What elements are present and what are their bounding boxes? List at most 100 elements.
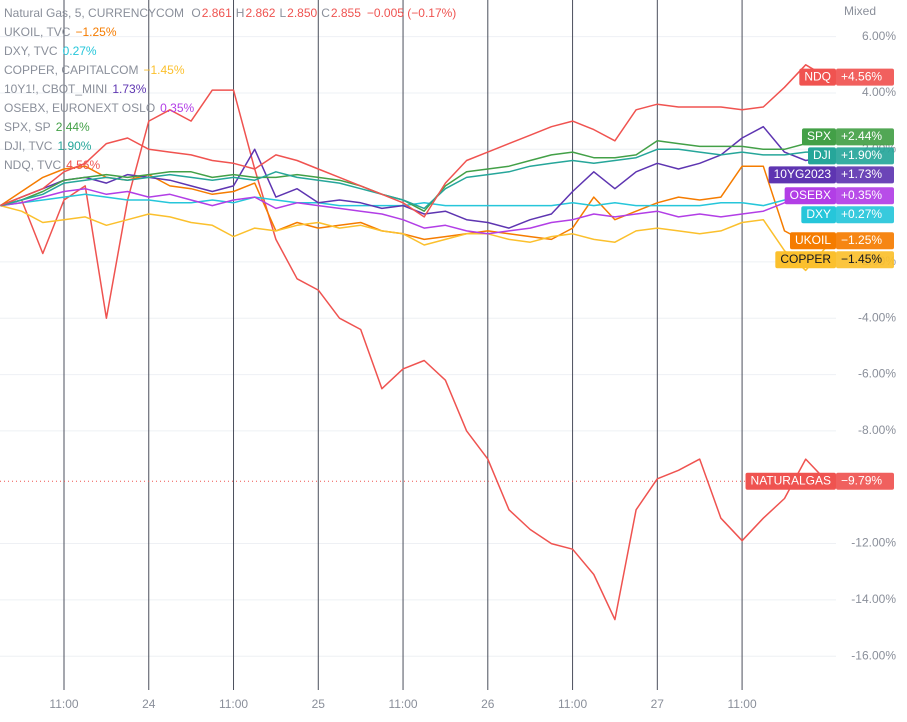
- tag-value-bg: [836, 472, 894, 490]
- tag-name-bg: [801, 128, 836, 146]
- spacer: [184, 6, 187, 20]
- legend-value: 4.56%: [66, 158, 100, 172]
- tag-value: +4.56%: [841, 69, 882, 83]
- tags: NDQ +4.56% SPX +2.44% DJI +1.90% 10YG2023 +1.73…: [745, 68, 894, 490]
- tag-value-bg: [836, 232, 894, 250]
- x-tick-label: 11:00: [219, 697, 248, 711]
- legend-entry: COPPER, CAPITALCOM −1.45%: [4, 63, 185, 77]
- legend-name: UKOIL, TVC: [4, 25, 71, 39]
- tag-name-bg: [789, 232, 836, 250]
- series-line: [0, 136, 828, 212]
- legend-value: −1.25%: [75, 25, 116, 39]
- legend-value: 1.90%: [57, 139, 91, 153]
- legend-entry: OSEBX, EURONEXT OSLO 0.35%: [4, 101, 195, 115]
- ohlc-key: C: [321, 6, 330, 20]
- x-tick-label: 11:00: [558, 697, 587, 711]
- tag-name-bg: [784, 187, 836, 205]
- tag-name: COPPER: [780, 252, 831, 266]
- tag-name: NDQ: [804, 69, 831, 83]
- price-tag: SPX +2.44%: [801, 128, 894, 146]
- series-line: [0, 204, 828, 272]
- legend-name: DXY, TVC: [4, 44, 58, 58]
- ohlc-key: O: [191, 6, 200, 20]
- price-tag: NDQ +4.56%: [799, 68, 894, 86]
- tag-value-bg: [836, 187, 894, 205]
- price-tag: OSEBX +0.35%: [784, 187, 894, 205]
- y-tick-label: -6.00%: [858, 367, 896, 381]
- tag-value-bg: [836, 68, 894, 86]
- y-tick-label: 6.00%: [862, 29, 896, 43]
- legend-entry: 10Y1!, CBOT_MINI 1.73%: [4, 82, 147, 96]
- legend-entry: DXY, TVC 0.27%: [4, 44, 97, 58]
- y-tick-label: -12.00%: [851, 536, 896, 550]
- y-tick-label: -14.00%: [851, 592, 896, 606]
- tag-value: −1.45%: [841, 252, 882, 266]
- ohlc-value: 2.850: [287, 6, 317, 20]
- tag-value-bg: [836, 166, 894, 184]
- legend-value: 0.35%: [160, 101, 194, 115]
- y-tick-label: -16.00%: [851, 648, 896, 662]
- tag-name: NATURALGAS: [751, 473, 831, 487]
- price-tag: UKOIL −1.25%: [789, 232, 894, 250]
- y-tick-label: 4.00%: [862, 85, 896, 99]
- tag-name: OSEBX: [790, 188, 831, 202]
- tag-name: DXY: [806, 207, 831, 221]
- legend-entry: NDQ, TVC 4.56%: [4, 158, 100, 172]
- tag-name: UKOIL: [795, 233, 831, 247]
- x-tick-label: 26: [481, 697, 495, 711]
- tag-value-bg: [836, 251, 894, 269]
- series-line: [0, 64, 828, 218]
- ohlc-value: 2.855: [331, 6, 361, 20]
- x-tick-label: 11:00: [728, 697, 757, 711]
- tag-value: +2.44%: [841, 129, 882, 143]
- tag-name-bg: [775, 251, 836, 269]
- tag-value: −1.25%: [841, 233, 882, 247]
- ohlc-value: 2.862: [245, 6, 275, 20]
- legend-name: OSEBX, EURONEXT OSLO: [4, 101, 155, 115]
- x-tick-label: 11:00: [49, 697, 78, 711]
- tag-value: +0.27%: [841, 207, 882, 221]
- ohlc-key: L: [279, 6, 286, 20]
- legend-value: 1.73%: [112, 82, 146, 96]
- x-tick-label: 25: [312, 697, 326, 711]
- tag-value: +1.90%: [841, 148, 882, 162]
- tag-name-bg: [801, 206, 836, 224]
- legend-name: COPPER, CAPITALCOM: [4, 63, 138, 77]
- legend-name: SPX, SP: [4, 120, 51, 134]
- series-line: [0, 187, 827, 235]
- price-tag: 10YG2023 +1.73%: [768, 166, 894, 184]
- legend-value: −1.45%: [143, 63, 184, 77]
- legend-value: 2.44%: [56, 120, 90, 134]
- x-tick-label: 24: [142, 697, 156, 711]
- legend-entry: SPX, SP 2.44%: [4, 120, 90, 134]
- legend-name: NDQ, TVC: [4, 158, 61, 172]
- legend: Natural Gas, 5, CURRENCYCOM O2.861 H2.862…: [4, 6, 456, 172]
- ohlc-value: 2.861: [202, 6, 232, 20]
- series-line: [0, 148, 827, 210]
- x-tick-label: 11:00: [388, 697, 417, 711]
- legend-name: DJI, TVC: [4, 139, 53, 153]
- y-tick-label: -4.00%: [858, 310, 896, 324]
- tag-name-bg: [808, 147, 836, 165]
- tag-value-bg: [836, 206, 894, 224]
- change: −0.005 (−0.17%): [367, 6, 456, 20]
- price-tag: NATURALGAS −9.79%: [745, 472, 894, 490]
- tag-name: SPX: [807, 129, 831, 143]
- tag-value: +0.35%: [841, 188, 882, 202]
- series-line: [0, 165, 827, 243]
- legend-entry: DJI, TVC 1.90%: [4, 139, 92, 153]
- scale-mode: Mixed: [844, 4, 876, 18]
- ohlc-key: H: [236, 6, 245, 20]
- tag-name-bg: [745, 472, 836, 490]
- tag-name-bg: [768, 166, 836, 184]
- price-tag: DJI +1.90%: [808, 147, 894, 165]
- plot-area: [0, 64, 828, 621]
- tag-value-bg: [836, 147, 894, 165]
- tag-value: +1.73%: [841, 167, 882, 181]
- x-tick-label: 27: [651, 697, 665, 711]
- header-title: Natural Gas, 5, CURRENCYCOM: [4, 6, 184, 20]
- legend-entry: UKOIL, TVC −1.25%: [4, 25, 117, 39]
- series-line: [0, 89, 828, 621]
- header: Natural Gas, 5, CURRENCYCOM O2.861 H2.862…: [4, 6, 456, 20]
